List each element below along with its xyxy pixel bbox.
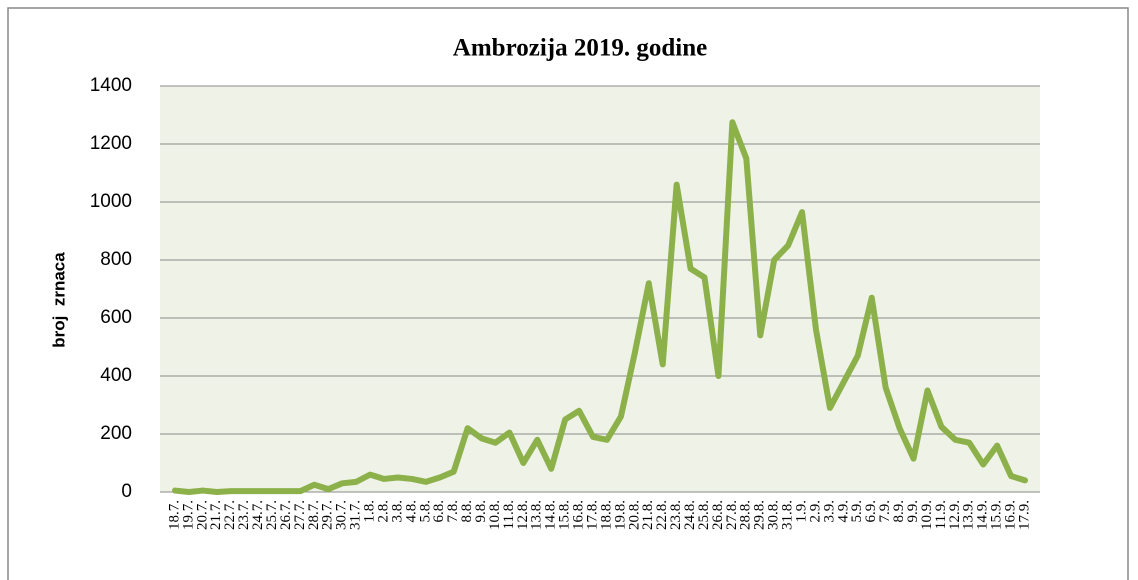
x-tick-label: 9.8. xyxy=(473,500,489,523)
x-tick-label: 11.8. xyxy=(501,500,517,529)
x-tick-label: 3.9. xyxy=(821,500,837,523)
y-tick-label: 800 xyxy=(100,249,132,270)
x-tick-label: 28.7. xyxy=(306,500,322,530)
y-tick-label: 1200 xyxy=(90,133,132,154)
x-tick-label: 12.9. xyxy=(947,500,963,530)
x-tick-label: 6.9. xyxy=(863,500,879,523)
x-tick-label: 18.7. xyxy=(166,500,182,530)
chart-title: Ambrozija 2019. godine xyxy=(453,35,707,62)
x-tick-label: 11.9. xyxy=(933,500,949,529)
x-tick-label: 25.8. xyxy=(696,500,712,530)
x-tick-label: 4.8. xyxy=(403,500,419,523)
x-tick-label: 19.7. xyxy=(180,500,196,530)
x-tick-label: 31.7. xyxy=(348,500,364,530)
x-tick-label: 2.8. xyxy=(375,500,391,523)
x-tick-label: 15.8. xyxy=(557,500,573,530)
x-tick-label: 18.8. xyxy=(598,500,614,530)
x-tick-label: 19.8. xyxy=(612,500,628,530)
x-tick-label: 25.7. xyxy=(264,500,280,530)
x-tick-label: 4.9. xyxy=(835,500,851,523)
x-tick-label: 13.8. xyxy=(529,500,545,530)
x-tick-label: 7.9. xyxy=(877,500,893,523)
x-tick-label: 16.9. xyxy=(1003,500,1019,530)
x-tick-label: 3.8. xyxy=(389,500,405,523)
x-tick-label: 14.8. xyxy=(543,500,559,530)
x-tick-label: 8.9. xyxy=(891,500,907,523)
x-tick-label: 17.9. xyxy=(1016,500,1032,530)
y-tick-label: 0 xyxy=(121,481,132,502)
x-tick-label: 22.7. xyxy=(222,500,238,530)
x-tick-label: 21.8. xyxy=(640,500,656,530)
x-tick-label: 17.8. xyxy=(584,500,600,530)
x-tick-label: 2.9. xyxy=(807,500,823,523)
x-tick-label: 27.7. xyxy=(292,500,308,530)
y-tick-label: 1400 xyxy=(90,75,132,96)
x-tick-label: 12.8. xyxy=(515,500,531,530)
x-tick-label: 20.7. xyxy=(194,500,210,530)
plot-area xyxy=(160,86,1040,492)
x-tick-label: 13.9. xyxy=(961,500,977,530)
x-tick-label: 23.8. xyxy=(668,500,684,530)
x-tick-label: 7.8. xyxy=(445,500,461,523)
y-tick-label: 400 xyxy=(100,365,132,386)
x-tick-label: 24.7. xyxy=(250,500,266,530)
x-tick-label: 26.7. xyxy=(278,500,294,530)
x-tick-label: 10.8. xyxy=(487,500,503,530)
x-tick-label: 9.9. xyxy=(905,500,921,523)
x-tick-label: 21.7. xyxy=(208,500,224,530)
y-tick-label: 600 xyxy=(100,307,132,328)
y-tick-label: 1000 xyxy=(90,191,132,212)
x-tick-label: 20.8. xyxy=(626,500,642,530)
x-tick-label: 6.8. xyxy=(431,500,447,523)
x-tick-label: 28.8. xyxy=(738,500,754,530)
x-tick-label: 31.8. xyxy=(780,500,796,530)
x-tick-label: 1.8. xyxy=(362,500,378,523)
x-tick-label: 29.7. xyxy=(320,500,336,530)
x-tick-label: 27.8. xyxy=(724,500,740,530)
x-tick-label: 30.8. xyxy=(766,500,782,530)
x-tick-label: 15.9. xyxy=(989,500,1005,530)
x-tick-label: 22.8. xyxy=(654,500,670,530)
x-tick-label: 24.8. xyxy=(682,500,698,530)
x-tick-label: 26.8. xyxy=(710,500,726,530)
x-tick-label: 23.7. xyxy=(236,500,252,530)
y-axis-label: broj zrnaca xyxy=(49,252,68,348)
x-tick-label: 10.9. xyxy=(919,500,935,530)
x-tick-label: 1.9. xyxy=(793,500,809,523)
x-tick-label: 16.8. xyxy=(571,500,587,530)
data-line xyxy=(172,119,1028,495)
y-tick-label: 200 xyxy=(100,423,132,444)
x-tick-label: 5.8. xyxy=(417,500,433,523)
x-tick-label: 8.8. xyxy=(459,500,475,523)
x-tick-label: 14.9. xyxy=(975,500,991,530)
x-tick-label: 5.9. xyxy=(849,500,865,523)
x-tick-label: 29.8. xyxy=(752,500,768,530)
x-tick-label: 30.7. xyxy=(334,500,350,530)
